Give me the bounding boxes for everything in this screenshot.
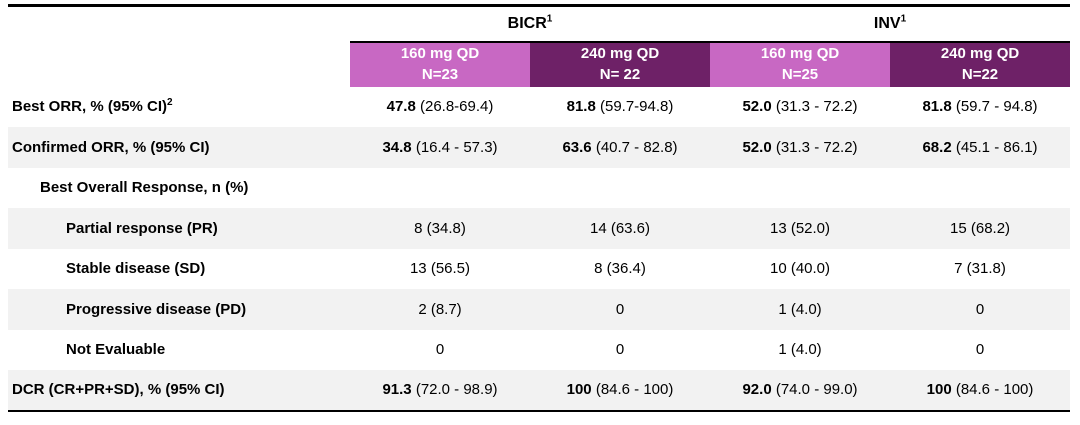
table-cell: 34.8 (16.4 - 57.3) [382,138,498,156]
table-cell: 0 [975,300,985,318]
label-column-spacer [8,6,350,42]
row-label: Partial response (PR) [66,219,218,237]
dose-label: 240 mg QD [580,45,660,63]
row-label: Best Overall Response, n (%) [40,179,249,197]
table-cell: 15 (68.2) [950,219,1011,237]
row-label: DCR (CR+PR+SD), % (95% CI) [12,381,225,399]
table-cell: 0 [615,300,625,318]
assessment-group-header-row: BICR1 INV1 [8,5,1071,43]
table-cell [710,168,890,209]
column-header-bicr-160mg: 160 mg QD N=23 [350,41,530,87]
group-header-inv-label: INV [873,14,901,32]
table-cell: 81.8 (59.7-94.8) [566,98,674,116]
table-cell: 0 [615,341,625,359]
table-cell: 63.6 (40.7 - 82.8) [562,138,678,156]
table-cell: 1 (4.0) [778,341,822,359]
n-count: N=23 [421,65,459,83]
table-cell [350,168,530,209]
table-cell: 2 (8.7) [418,300,462,318]
n-count: N=22 [961,65,999,83]
column-header-inv-240mg: 240 mg QD N=22 [890,41,1071,87]
row-label: Best ORR, % (95% CI)2 [12,97,173,116]
table-cell: 14 (63.6) [589,219,651,237]
table-cell: 1 (4.0) [778,300,822,318]
table-cell: 47.8 (26.8-69.4) [386,98,494,116]
row-label: Confirmed ORR, % (95% CI) [12,138,210,156]
table-cell: 10 (40.0) [769,260,831,278]
table-cell [890,168,1070,209]
table-row-progressive-disease: Progressive disease (PD) 2 (8.7) 0 1 (4.… [8,289,1071,330]
group-header-bicr-label: BICR [507,14,547,32]
label-column-spacer [8,42,350,87]
table-cell: 91.3 (72.0 - 98.9) [382,381,498,399]
row-label: Not Evaluable [66,341,166,359]
table-cell: 13 (52.0) [769,219,831,237]
table-cell: 0 [435,341,445,359]
table-cell: 100 (84.6 - 100) [926,381,1034,399]
table-cell: 81.8 (59.7 - 94.8) [922,98,1038,116]
table-cell: 100 (84.6 - 100) [566,381,674,399]
table-row-best-orr: Best ORR, % (95% CI)2 47.8 (26.8-69.4) 8… [8,87,1070,128]
dose-label: 160 mg QD [760,45,840,63]
column-header-inv-160mg: 160 mg QD N=25 [710,41,891,87]
table-row-best-overall-response: Best Overall Response, n (%) [8,168,1070,209]
row-label: Progressive disease (PD) [66,300,247,318]
table-cell: 92.0 (74.0 - 99.0) [742,381,858,399]
group-header-inv: INV1 [710,5,1071,43]
table-row-confirmed-orr: Confirmed ORR, % (95% CI) 34.8 (16.4 - 5… [8,127,1071,168]
table-cell: 8 (36.4) [594,260,646,278]
n-count: N=25 [781,65,819,83]
table-row-partial-response: Partial response (PR) 8 (34.8) 14 (63.6)… [8,208,1071,249]
table-cell: 68.2 (45.1 - 86.1) [922,138,1038,156]
group-header-bicr: BICR1 [350,5,711,43]
column-header-bicr-240mg: 240 mg QD N= 22 [530,41,711,87]
footnote-marker: 2 [167,97,173,109]
table-row-not-evaluable: Not Evaluable 0 0 1 (4.0) 0 [8,330,1070,371]
n-count: N= 22 [599,65,641,83]
table-cell: 52.0 (31.3 - 72.2) [742,138,858,156]
table-cell: 8 (34.8) [414,219,466,237]
table-cell [530,168,710,209]
efficacy-results-table: BICR1 INV1 160 mg QD N=23 240 mg QD N= 2… [8,4,1071,412]
dose-header-row: 160 mg QD N=23 240 mg QD N= 22 160 mg QD… [8,41,1071,87]
table-row-stable-disease: Stable disease (SD) 13 (56.5) 8 (36.4) 1… [8,249,1070,290]
table-cell: 52.0 (31.3 - 72.2) [742,98,858,116]
row-label: Stable disease (SD) [66,260,206,278]
group-header-inv-footnote: 1 [900,13,907,25]
dose-label: 240 mg QD [940,45,1020,63]
dose-label: 160 mg QD [400,45,480,63]
group-header-bicr-footnote: 1 [546,13,553,25]
table-cell: 0 [975,341,985,359]
table-row-dcr: DCR (CR+PR+SD), % (95% CI) 91.3 (72.0 - … [8,370,1071,411]
table-cell: 13 (56.5) [409,260,471,278]
table-cell: 7 (31.8) [954,260,1006,278]
